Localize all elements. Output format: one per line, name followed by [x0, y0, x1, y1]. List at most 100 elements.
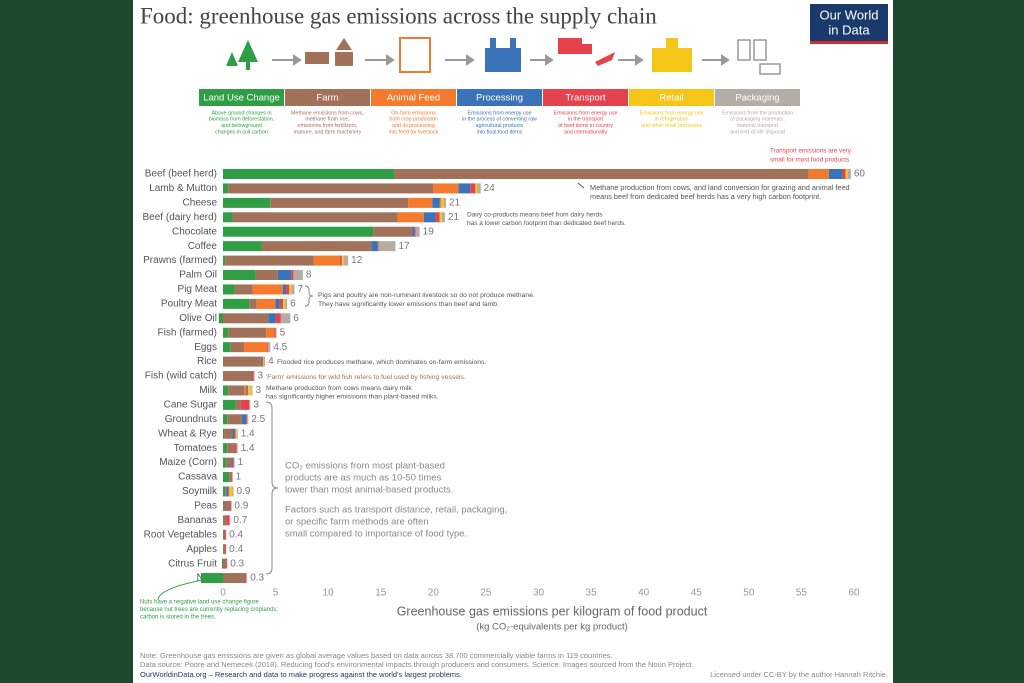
- annotation: carbon is stored in the trees.: [140, 615, 216, 621]
- legend-box: [371, 89, 456, 106]
- bar-segment: [225, 486, 227, 497]
- bar-segment: [229, 472, 232, 483]
- x-tick-label: 60: [848, 588, 860, 599]
- bar-segment: [443, 197, 446, 208]
- category-label: Bananas: [178, 515, 217, 526]
- category-label: Apples: [186, 544, 217, 555]
- stage-description: and other retail processes: [641, 123, 702, 129]
- bar-segment: [232, 457, 234, 468]
- legend-box: [285, 89, 370, 106]
- stage-description: and end-of-life disposal: [730, 129, 785, 135]
- footer-license: Licensed under CC-BY by the author Hanna…: [710, 670, 888, 679]
- bar-segment: [267, 342, 269, 353]
- total-label: 60: [854, 169, 866, 180]
- category-label: Beef (dairy herd): [143, 212, 217, 223]
- stage-description: from crop production: [389, 117, 438, 123]
- bar-segment: [255, 270, 278, 281]
- bar-segment: [291, 270, 294, 281]
- bar-segment: [270, 197, 409, 208]
- legend-label: Packaging: [735, 93, 779, 104]
- bar-segment: [373, 226, 413, 237]
- legend-label: Processing: [476, 93, 523, 104]
- category-label: Cane Sugar: [164, 400, 218, 411]
- legend-label: Farm: [316, 93, 338, 104]
- logo-text: Our World: [820, 7, 879, 22]
- bar-segment: [223, 241, 262, 252]
- stage-description: methane from rice,: [305, 117, 349, 123]
- annotation: small for most food products: [770, 157, 849, 164]
- category-label: Cheese: [183, 198, 218, 209]
- stage-description: of food items in country: [558, 123, 613, 129]
- bar-segment: [226, 515, 230, 526]
- bar-segment: [227, 414, 242, 425]
- x-tick-label: 20: [428, 588, 440, 599]
- bar-segment: [244, 385, 247, 396]
- legend-box: [629, 89, 714, 106]
- bar-segment: [229, 515, 231, 526]
- bar-segment: [235, 399, 241, 410]
- bar-segment: [228, 327, 267, 338]
- bar-segment: [249, 298, 257, 309]
- total-label: 3: [255, 385, 261, 396]
- stage-description: agricultural products: [476, 123, 524, 129]
- bar-segment: [415, 226, 420, 237]
- annotation: because nut trees are currently replacin…: [140, 607, 278, 613]
- total-label: 0.9: [234, 501, 248, 512]
- category-label: Rice: [197, 356, 217, 367]
- category-label: Beef (beef herd): [145, 169, 217, 180]
- bar-segment: [234, 443, 237, 454]
- bar-segment: [228, 183, 434, 194]
- bar-segment: [433, 183, 459, 194]
- total-label: 24: [484, 183, 496, 194]
- bar-segment: [397, 212, 424, 223]
- bar-segment: [245, 573, 247, 584]
- total-label: 1.4: [241, 428, 255, 439]
- bar-segment: [252, 371, 254, 382]
- category-label: Poultry Meat: [161, 299, 217, 310]
- x-tick-label: 0: [220, 588, 226, 599]
- bar-segment: [275, 313, 281, 324]
- bar-segment: [293, 270, 303, 281]
- category-label: Fish (farmed): [158, 327, 217, 338]
- total-label: 1: [238, 457, 244, 468]
- bar-segment: [260, 356, 262, 367]
- bar-segment: [282, 284, 287, 295]
- bar-segment: [223, 544, 226, 555]
- bar-segment: [274, 327, 276, 338]
- bar-segment: [845, 169, 848, 179]
- annotation: or specific farm methods are often: [285, 517, 429, 528]
- bar-segment: [223, 255, 226, 266]
- legend-label: Transport: [565, 93, 606, 104]
- bar-segment: [224, 428, 233, 439]
- stage-description: of packaging materials,: [730, 117, 784, 123]
- bar-segment: [286, 284, 290, 295]
- stage-description: Emissions from energy use: [554, 110, 618, 116]
- annotation: Flooded rice produces methane, which dom…: [277, 359, 486, 366]
- bar-segment: [262, 356, 265, 367]
- stage-description: Above ground changes in: [211, 110, 271, 116]
- x-tick-label: 50: [743, 588, 755, 599]
- bar-segment: [223, 573, 246, 584]
- bar-segment: [227, 443, 235, 454]
- legend-label: Land Use Change: [203, 93, 280, 104]
- annotation: Pigs and poultry are non-ruminant livest…: [318, 292, 535, 299]
- stage-description: Methane emissions from cows,: [291, 110, 364, 116]
- bar-segment: [231, 457, 233, 468]
- bar-segment: [247, 385, 249, 396]
- bar-segment: [279, 298, 283, 309]
- stage-description: Emissions from the production: [722, 110, 793, 116]
- bar-segment: [234, 284, 253, 295]
- bar-segment: [200, 573, 223, 584]
- legend-label: Retail: [659, 93, 683, 104]
- bar-segment: [847, 169, 851, 179]
- x-tick-label: 40: [638, 588, 650, 599]
- bar-segment: [232, 212, 398, 223]
- footer-note: Note: Greenhouse gas emissions are given…: [140, 651, 613, 660]
- bar-segment: [282, 298, 286, 309]
- bar-segment: [223, 443, 228, 454]
- bar-segment: [236, 428, 238, 439]
- footer-source: Data source: Poore and Nemecek (2018). R…: [140, 660, 693, 669]
- stage-description: On-farm emissions: [391, 110, 436, 116]
- category-label: Olive Oil: [179, 313, 217, 324]
